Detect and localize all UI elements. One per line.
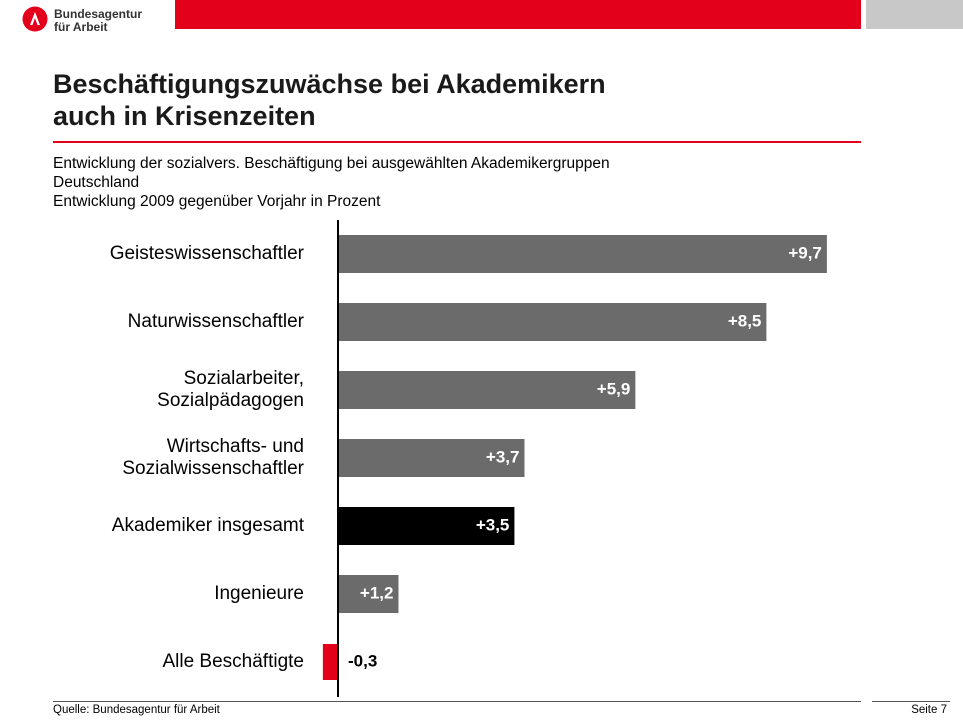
logo: Bundesagentur für Arbeit: [22, 6, 172, 36]
chart-subtitle: Entwicklung der sozialvers. Beschäftigun…: [53, 154, 853, 211]
title-line-2: auch in Krisenzeiten: [53, 101, 316, 131]
logo-text: Bundesagentur für Arbeit: [54, 8, 142, 34]
title-line-1: Beschäftigungszuwächse bei Akademikern: [53, 69, 606, 99]
footer-divider: [53, 701, 861, 702]
header-red-bar: [175, 0, 861, 29]
category-label-4-0: Akademiker insgesamt: [112, 515, 305, 536]
logo-line-1: Bundesagentur: [54, 7, 143, 21]
subtitle-line-3: Entwicklung 2009 gegenüber Vorjahr in Pr…: [53, 193, 381, 210]
category-label-5-0: Ingenieure: [214, 583, 304, 604]
subtitle-line-1: Entwicklung der sozialvers. Beschäftigun…: [53, 155, 610, 172]
category-label-2-1: Sozialpädagogen: [157, 390, 304, 411]
category-label-1-0: Naturwissenschaftler: [128, 311, 305, 332]
category-label-3-0: Wirtschafts- und: [167, 436, 304, 457]
bar-3: [338, 439, 525, 477]
value-label-2: +5,9: [597, 379, 631, 398]
header-grey-block: [866, 0, 963, 29]
bar-2: [338, 371, 636, 409]
bar-5: [338, 575, 399, 613]
subtitle-line-2: Deutschland: [53, 174, 140, 191]
bar-0: [338, 235, 827, 273]
bar-4: [338, 507, 515, 545]
value-label-0: +9,7: [788, 243, 822, 262]
source-note: Quelle: Bundesagentur für Arbeit: [53, 704, 220, 716]
footer-divider-right: [872, 701, 950, 702]
category-label-3-1: Sozialwissenschaftler: [122, 458, 304, 479]
category-label-6-0: Alle Beschäftigte: [162, 651, 304, 672]
bar-1: [338, 303, 767, 341]
bar-chart: +9,7 Geisteswissenschaftler +8,5 Naturwisse…: [110, 220, 827, 697]
value-label-6: -0,3: [348, 651, 377, 670]
value-label-4: +3,5: [476, 515, 510, 534]
logo-line-2: für Arbeit: [54, 20, 108, 34]
title-divider: [53, 141, 861, 143]
page-title: Beschäftigungszuwächse bei Akademikern a…: [53, 68, 853, 132]
bar-6: [322, 644, 338, 680]
value-label-5: +1,2: [360, 583, 394, 602]
page-number: Seite 7: [911, 704, 947, 716]
value-label-3: +3,7: [486, 447, 520, 466]
category-label-0-0: Geisteswissenschaftler: [110, 243, 305, 264]
ba-logo-icon: [22, 6, 48, 32]
value-label-1: +8,5: [728, 311, 762, 330]
category-label-2-0: Sozialarbeiter,: [184, 368, 304, 389]
